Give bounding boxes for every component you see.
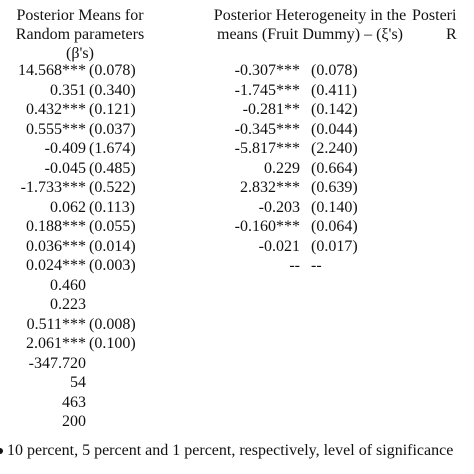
heterogeneity-estimate-cell: -- bbox=[289, 257, 300, 274]
mean-estimate-cell: 54 bbox=[70, 374, 86, 391]
means-estimates-column: 14.568*** 0.351 0.432*** 0.555*** -0.409 -0.0… bbox=[0, 61, 86, 432]
heterogeneity-estimate-cell: -0.307*** bbox=[234, 62, 300, 79]
mean-estimate-cell: -347.720 bbox=[28, 354, 86, 372]
heterogeneity-std-error-cell: (2.240) bbox=[311, 140, 358, 157]
mean-estimate-cell: 200 bbox=[62, 413, 86, 430]
heterogeneity-estimate-cell: -0.345*** bbox=[234, 120, 300, 138]
mean-estimate-cell: 14.568*** bbox=[18, 62, 86, 79]
mean-std-error-cell: (0.055) bbox=[89, 218, 136, 235]
heterogeneity-std-error-cell: (0.140) bbox=[311, 198, 358, 216]
heterogeneity-std-error-cell: (0.411) bbox=[311, 81, 358, 99]
mean-std-error-cell: (0.485) bbox=[89, 159, 136, 177]
mean-estimate-cell: 0.511*** bbox=[26, 315, 86, 333]
mean-std-error-cell bbox=[89, 393, 149, 413]
mean-estimate-cell: 0.024*** bbox=[26, 257, 86, 274]
heterogeneity-estimate-cell: 0.229 bbox=[264, 159, 300, 177]
mean-estimate-cell: -1.733*** bbox=[20, 179, 86, 196]
mean-estimate-cell: -0.409 bbox=[44, 140, 86, 157]
heterogeneity-estimate-cell: -0.160*** bbox=[234, 218, 300, 235]
mean-estimate-cell: 0.460 bbox=[50, 276, 86, 294]
heterogeneity-std-error-cell: (0.078) bbox=[311, 62, 358, 79]
mean-std-error-cell bbox=[89, 276, 149, 296]
mean-estimate-cell: 463 bbox=[62, 393, 86, 411]
header-line: Posterior Means for bbox=[16, 7, 144, 24]
means-standard-errors-column: (0.078) (0.340) (0.121) (0.037) (1.674) (0.48… bbox=[89, 61, 149, 432]
mean-std-error-cell: (1.674) bbox=[89, 140, 136, 157]
mean-std-error-cell bbox=[89, 412, 149, 432]
heterogeneity-std-error-cell: (0.044) bbox=[311, 120, 358, 138]
mean-std-error-cell: (0.014) bbox=[89, 237, 136, 255]
mean-std-error-cell: (0.121) bbox=[89, 101, 136, 118]
header-line: R bbox=[446, 26, 457, 43]
heterogeneity-estimate-cell: -0.203 bbox=[258, 198, 300, 216]
mean-std-error-cell bbox=[89, 373, 149, 393]
heterogeneity-std-error-cell: -- bbox=[311, 257, 322, 274]
header-line: Posterior Heterogeneity in the bbox=[213, 7, 407, 24]
header-line: Posteri bbox=[412, 7, 457, 24]
heterogeneity-estimate-cell: -5.817*** bbox=[234, 140, 300, 157]
heterogeneity-estimate-cell: -1.745*** bbox=[234, 81, 300, 99]
mean-std-error-cell: (0.078) bbox=[89, 62, 136, 79]
mean-std-error-cell: (0.100) bbox=[89, 335, 136, 352]
header-truncated-column: Posteri R bbox=[412, 6, 474, 44]
heterogeneity-estimate-cell: -0.021 bbox=[258, 237, 300, 255]
footnote-bullet bbox=[0, 448, 3, 455]
heterogeneity-standard-errors-column: (0.078) (0.411) (0.142) (0.044) (2.240) (0.66… bbox=[311, 61, 371, 276]
mean-estimate-cell: 0.351 bbox=[50, 81, 86, 99]
header-line: Random parameters bbox=[15, 26, 145, 43]
header-posterior-heterogeneity: Posterior Heterogeneity in the means (Fr… bbox=[200, 6, 420, 44]
heterogeneity-std-error-cell: (0.639) bbox=[311, 179, 358, 196]
mean-std-error-cell: (0.340) bbox=[89, 81, 136, 99]
mean-std-error-cell bbox=[89, 295, 149, 315]
mean-estimate-cell: 0.555*** bbox=[26, 120, 86, 138]
header-line: (β's) bbox=[66, 45, 94, 62]
mean-std-error-cell bbox=[89, 354, 149, 374]
mean-estimate-cell: 2.061*** bbox=[26, 335, 86, 352]
heterogeneity-estimate-cell: 2.832*** bbox=[240, 179, 300, 196]
mean-std-error-cell: (0.037) bbox=[89, 120, 136, 138]
heterogeneity-std-error-cell: (0.142) bbox=[311, 101, 358, 118]
heterogeneity-estimate-cell: -0.281** bbox=[242, 101, 300, 118]
mean-std-error-cell: (0.113) bbox=[89, 198, 136, 216]
mean-estimate-cell: -0.045 bbox=[44, 159, 86, 177]
mean-std-error-cell: (0.522) bbox=[89, 179, 136, 196]
heterogeneity-std-error-cell: (0.017) bbox=[311, 237, 358, 255]
table-footnote: 10 percent, 5 percent and 1 percent, res… bbox=[0, 441, 453, 460]
header-posterior-means: Posterior Means for Random parameters (β… bbox=[0, 6, 160, 63]
heterogeneity-std-error-cell: (0.664) bbox=[311, 159, 358, 177]
mean-std-error-cell: (0.003) bbox=[89, 257, 136, 274]
mean-std-error-cell: (0.008) bbox=[89, 315, 136, 333]
header-line: means (Fruit Dummy) – (ξ's) bbox=[217, 26, 403, 43]
mean-estimate-cell: 0.036*** bbox=[26, 237, 86, 255]
heterogeneity-estimates-column: -0.307*** -1.745*** -0.281** -0.345*** -5.81… bbox=[200, 61, 300, 276]
footnote-text: 10 percent, 5 percent and 1 percent, res… bbox=[7, 442, 454, 459]
mean-estimate-cell: 0.223 bbox=[50, 296, 86, 313]
heterogeneity-std-error-cell: (0.064) bbox=[311, 218, 358, 235]
mean-estimate-cell: 0.062 bbox=[50, 198, 86, 216]
mean-estimate-cell: 0.188*** bbox=[26, 218, 86, 235]
mean-estimate-cell: 0.432*** bbox=[26, 101, 86, 118]
